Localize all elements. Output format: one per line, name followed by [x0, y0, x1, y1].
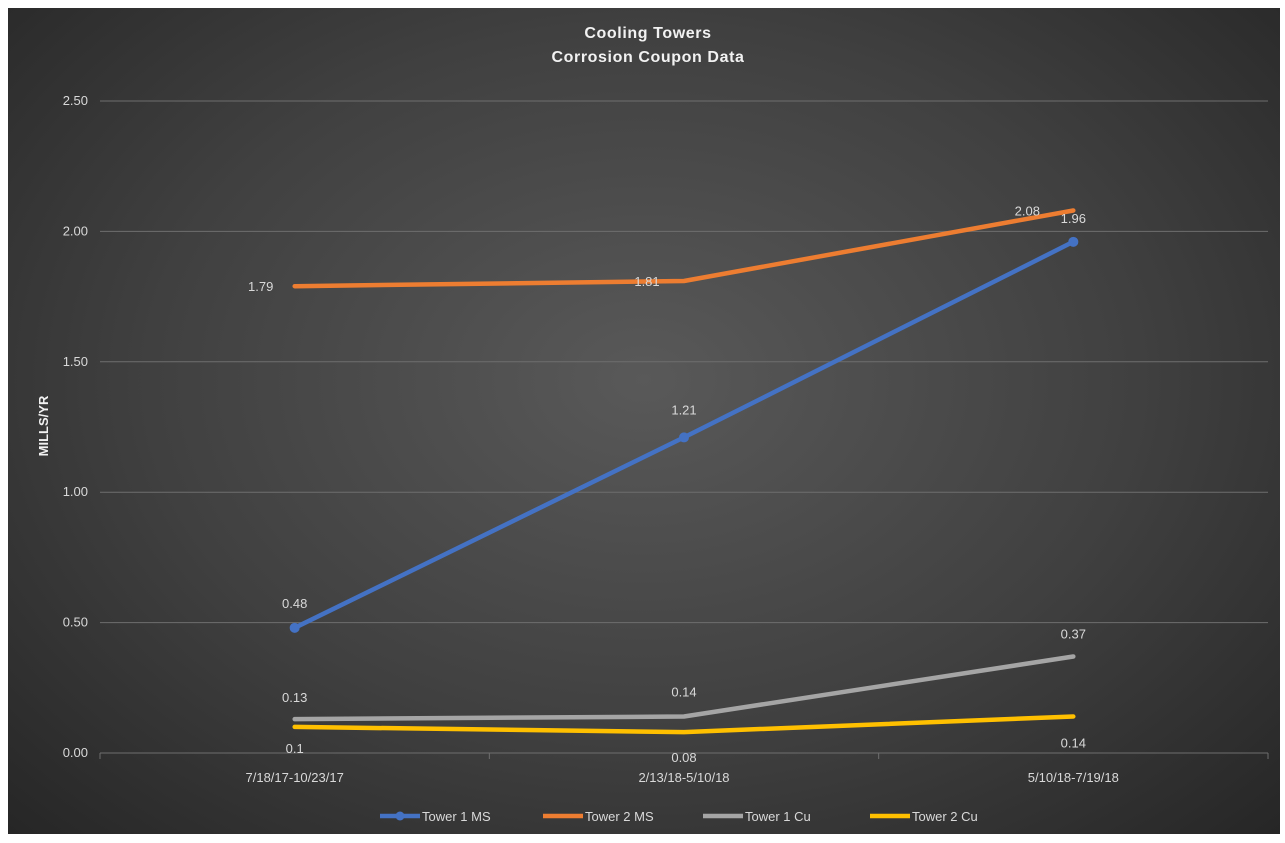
data-label: 0.14 — [671, 684, 696, 699]
data-label: 1.81 — [634, 274, 659, 289]
data-label: 2.08 — [1015, 204, 1040, 219]
x-tick-label: 7/18/17-10/23/17 — [246, 770, 344, 785]
data-label: 1.96 — [1061, 211, 1086, 226]
data-label: 1.21 — [671, 402, 696, 417]
legend-item[interactable]: Tower 1 MS — [380, 809, 491, 824]
data-labels: 0.48 1.21 1.96 1.79 1.81 2.08 0.13 0.14 0.37 0.1 0… — [248, 204, 1086, 766]
legend-item[interactable]: Tower 1 Cu — [703, 809, 811, 824]
data-point — [289, 622, 300, 633]
legend-label: Tower 1 MS — [422, 809, 491, 824]
y-tick-label: 0.00 — [63, 745, 88, 760]
data-point — [1068, 236, 1079, 247]
data-label: 0.1 — [286, 741, 304, 756]
y-tick-label: 1.00 — [63, 484, 88, 499]
chart-title: Cooling Towers — [584, 25, 711, 42]
y-tick-label: 0.50 — [63, 615, 88, 630]
series-lines — [289, 208, 1079, 735]
data-label: 0.08 — [671, 750, 696, 765]
legend-item[interactable]: Tower 2 Cu — [870, 809, 978, 824]
x-tick-label: 2/13/18-5/10/18 — [638, 770, 729, 785]
series-line — [292, 714, 1076, 735]
y-tick-labels: 0.00 0.50 1.00 1.50 2.00 2.50 — [63, 93, 88, 760]
y-axis-label: MILLS/YR — [36, 395, 51, 456]
chart-area: Cooling Towers Corrosion Coupon Data MIL… — [8, 8, 1280, 834]
line-chart: Cooling Towers Corrosion Coupon Data MIL… — [36, 25, 1269, 824]
legend-label: Tower 2 Cu — [912, 809, 978, 824]
y-tick-label: 1.50 — [63, 354, 88, 369]
x-tick-label: 5/10/18-7/19/18 — [1028, 770, 1119, 785]
y-tick-label: 2.50 — [63, 93, 88, 108]
legend-marker — [395, 811, 405, 821]
data-label: 0.13 — [282, 690, 307, 705]
data-label: 0.14 — [1061, 735, 1086, 750]
legend-label: Tower 2 MS — [585, 809, 654, 824]
data-label: 0.37 — [1061, 627, 1086, 642]
legend[interactable]: Tower 1 MS Tower 2 MS Tower 1 Cu Tower 2 Cu — [380, 809, 978, 824]
legend-label: Tower 1 Cu — [745, 809, 811, 824]
series-line — [292, 654, 1076, 722]
legend-item[interactable]: Tower 2 MS — [543, 809, 654, 824]
gridlines — [99, 100, 1269, 759]
y-tick-label: 2.00 — [63, 223, 88, 238]
data-label: 1.79 — [248, 279, 273, 294]
series-line — [292, 208, 1076, 289]
x-tick-labels: 7/18/17-10/23/17 2/13/18-5/10/18 5/10/18-7… — [246, 770, 1119, 785]
chart-subtitle: Corrosion Coupon Data — [551, 49, 744, 66]
data-label: 0.48 — [282, 596, 307, 611]
data-point — [679, 432, 689, 443]
